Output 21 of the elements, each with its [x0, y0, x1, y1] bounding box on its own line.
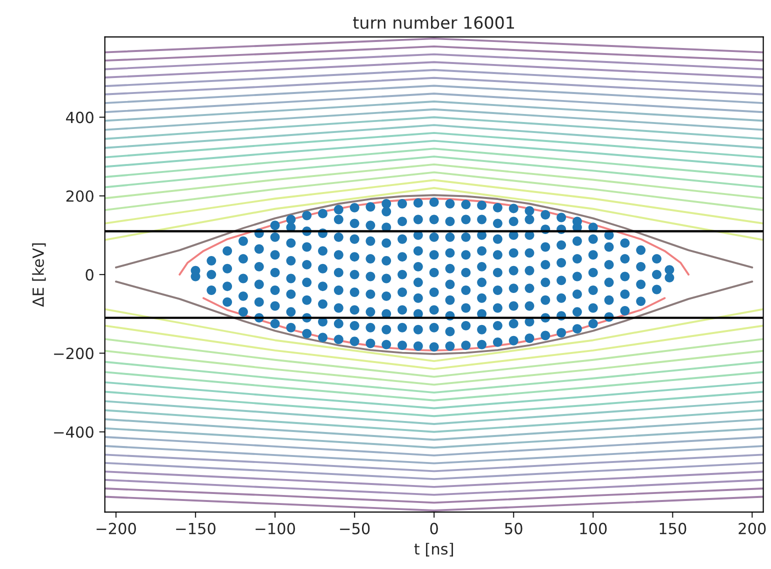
x-tick-label: 50 — [505, 522, 522, 534]
y-tick-label: −200 — [54, 348, 94, 360]
line-series — [115, 194, 754, 268]
x-tick-label: −200 — [96, 522, 136, 534]
y-tick-label: 400 — [66, 112, 94, 124]
chart-title: turn number 16001 — [353, 16, 514, 29]
y-tick-label: −400 — [54, 426, 94, 438]
x-axis-title: t [ns] — [414, 542, 453, 556]
x-tick-label: 200 — [738, 522, 766, 534]
y-tick-label: 0 — [86, 269, 94, 281]
x-tick-label: −100 — [256, 522, 295, 534]
line-series — [178, 198, 690, 276]
x-tick-label: −150 — [176, 522, 216, 534]
line-series — [115, 280, 754, 355]
y-axis-title: ΔE [keV] — [32, 243, 46, 307]
y-tick-label: 200 — [66, 190, 94, 202]
x-tick-label: −50 — [340, 522, 370, 534]
x-tick-label: 100 — [580, 522, 607, 534]
x-tick-label: 150 — [660, 522, 686, 534]
line-series — [202, 297, 666, 352]
x-tick-label: 0 — [430, 522, 438, 534]
